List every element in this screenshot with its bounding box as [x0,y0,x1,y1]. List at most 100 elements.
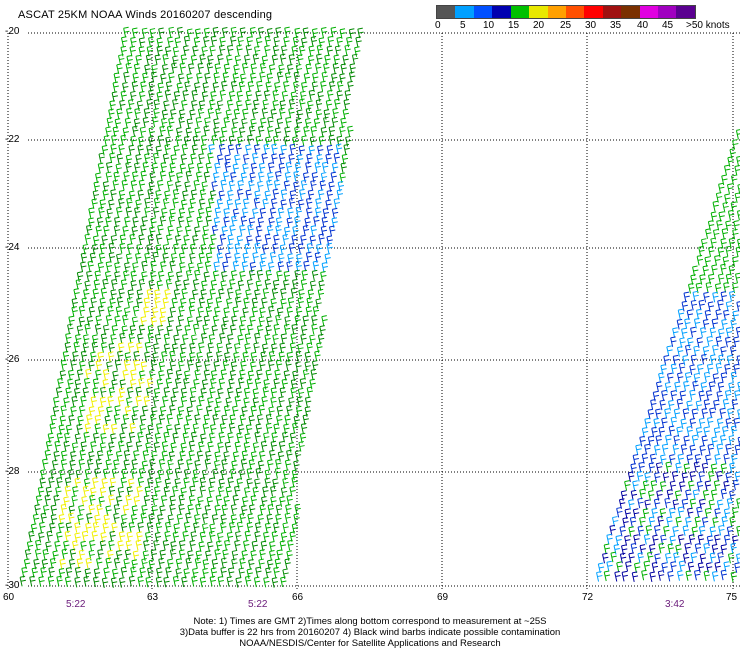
wind-barb [75,278,82,290]
wind-barb [197,306,204,318]
wind-barb [168,72,175,83]
wind-barb [185,269,193,281]
wind-barb [198,252,205,264]
wind-barb [238,324,246,336]
wind-barb [110,577,118,588]
wind-barb [87,458,94,470]
wind-barb [182,432,190,443]
wind-barb [299,98,306,110]
wind-barb [704,507,712,519]
wind-barb [311,323,318,335]
wind-barb [108,540,115,551]
wind-barb [171,297,178,309]
wind-barb [321,262,328,273]
wind-barb [203,414,210,425]
wind-barb [218,44,226,56]
wind-barb [737,409,740,420]
wind-barb [88,549,95,561]
wind-barb [324,253,331,264]
wind-barb [277,261,285,272]
wind-barb [211,325,218,336]
wind-barb [151,306,159,318]
wind-barb [110,234,118,246]
wind-barb [197,496,204,507]
wind-barb [209,243,216,255]
wind-barb [120,90,127,102]
wind-barb [76,325,84,336]
wind-barb [109,152,116,164]
wind-barb [98,152,105,164]
wind-barb [275,314,282,326]
wind-barb [100,386,107,398]
wind-barb [243,153,250,165]
wind-barb [123,449,131,461]
wind-barb [39,477,46,489]
wind-barb [725,418,732,429]
wind-barb [110,143,117,155]
wind-barb [639,488,646,500]
wind-barb [653,418,660,429]
wind-barb [641,427,649,438]
wind-barb [137,576,144,587]
wind-barb [282,234,289,245]
wind-barb [192,279,200,290]
wind-barb [166,180,174,191]
wind-barb [130,468,138,479]
wind-barb [126,107,133,119]
wind-barb [185,512,192,524]
wind-barb [711,318,718,330]
wind-barb [108,485,116,497]
wind-barb [205,215,212,227]
wind-barb [280,288,287,299]
wind-barb [244,243,251,254]
wind-barb [91,334,99,345]
wind-barb [715,192,723,203]
wind-barb [275,504,283,515]
wind-barb [111,134,118,146]
wind-barb [177,315,185,326]
wind-barb [72,486,79,497]
wind-barb [624,535,631,546]
wind-barb [156,567,163,578]
wind-barb [153,197,161,209]
wind-barb [273,234,280,246]
wind-barb [244,333,252,344]
wind-barb [175,568,182,579]
colorbar-label: 35 [610,20,622,31]
wind-barb [723,309,730,321]
wind-barb [123,26,130,38]
wind-barb [144,486,151,497]
wind-barb [32,513,40,525]
wind-barb [286,494,293,506]
wind-barb [256,269,264,281]
wind-barb [131,559,138,570]
wind-barb [109,530,116,542]
wind-barb [699,553,707,564]
wind-barb [244,486,251,498]
wind-barb [83,377,91,389]
wind-barb [355,36,362,47]
wind-barb [265,369,272,381]
wind-barb [189,386,197,398]
wind-barb [250,162,258,174]
wind-barb [272,89,279,101]
wind-barb [189,342,196,354]
wind-barb [164,144,171,155]
wind-barb [659,508,667,519]
wind-barb [270,396,277,408]
wind-barb [327,89,334,101]
wind-barb [680,418,687,430]
wind-barb [139,126,147,138]
wind-barb [276,307,284,319]
wind-barb [717,551,724,563]
wind-barb [236,478,243,489]
wind-barb [51,459,59,471]
wind-barb [95,225,102,237]
wind-barb [105,314,113,326]
wind-barb [243,198,250,209]
wind-barb [238,567,245,579]
wind-barb [187,550,194,561]
wind-barb [194,557,202,569]
wind-barb [261,153,268,164]
wind-barb [285,503,292,515]
